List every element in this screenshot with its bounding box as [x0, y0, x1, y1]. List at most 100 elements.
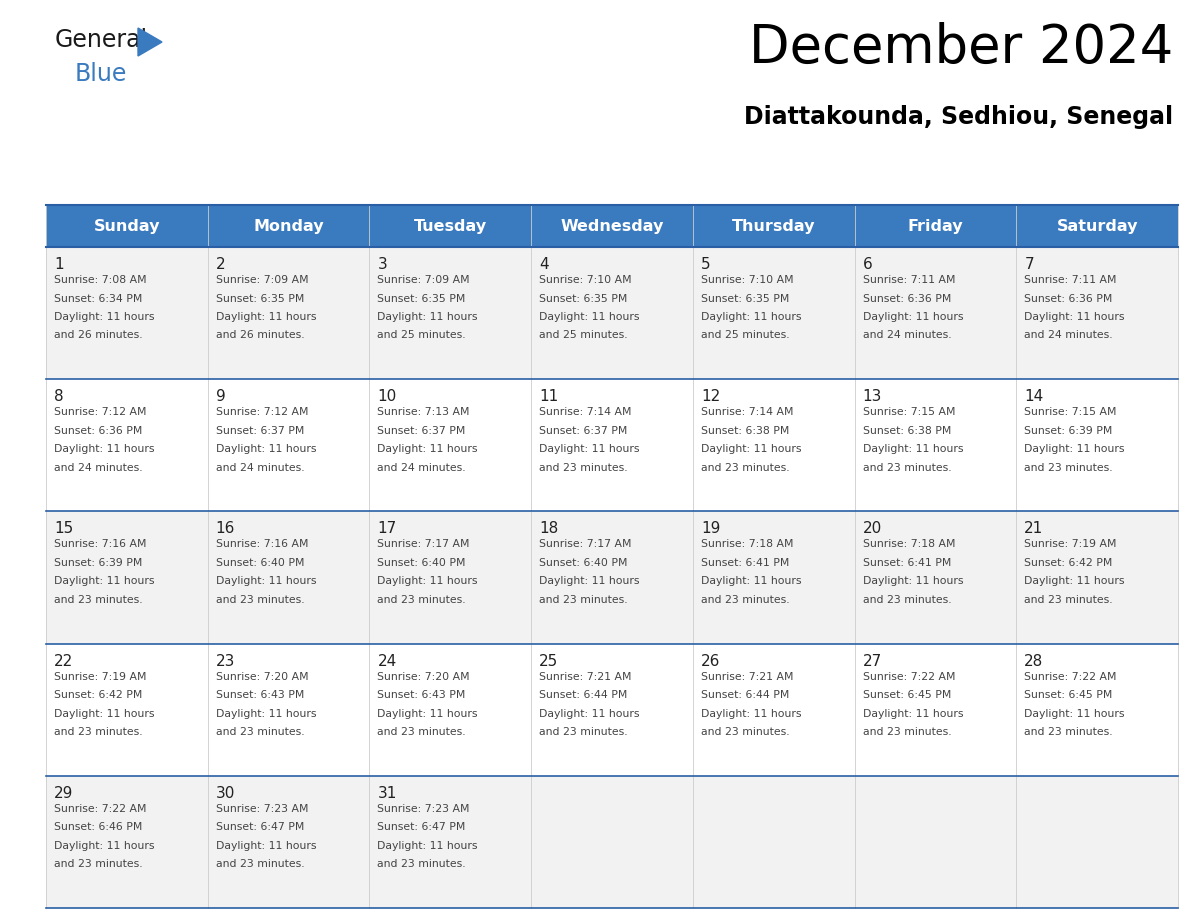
Text: Sunset: 6:42 PM: Sunset: 6:42 PM [53, 690, 143, 700]
Text: Sunrise: 7:09 AM: Sunrise: 7:09 AM [216, 275, 309, 285]
Text: 22: 22 [53, 654, 74, 668]
Text: and 23 minutes.: and 23 minutes. [701, 463, 790, 473]
Text: 4: 4 [539, 257, 549, 272]
Text: and 25 minutes.: and 25 minutes. [701, 330, 790, 341]
Text: Sunset: 6:47 PM: Sunset: 6:47 PM [378, 823, 466, 833]
Text: Sunrise: 7:22 AM: Sunrise: 7:22 AM [862, 672, 955, 681]
Text: Sunset: 6:36 PM: Sunset: 6:36 PM [53, 426, 143, 436]
Text: Sunset: 6:43 PM: Sunset: 6:43 PM [378, 690, 466, 700]
Text: 30: 30 [216, 786, 235, 800]
Text: Sunset: 6:40 PM: Sunset: 6:40 PM [216, 558, 304, 568]
Text: Sunset: 6:35 PM: Sunset: 6:35 PM [216, 294, 304, 304]
Text: Daylight: 11 hours: Daylight: 11 hours [701, 577, 802, 587]
Text: and 23 minutes.: and 23 minutes. [53, 727, 143, 737]
Text: Sunrise: 7:20 AM: Sunrise: 7:20 AM [216, 672, 309, 681]
Text: Daylight: 11 hours: Daylight: 11 hours [701, 444, 802, 454]
Text: Diattakounda, Sedhiou, Senegal: Diattakounda, Sedhiou, Senegal [744, 105, 1173, 129]
Text: and 26 minutes.: and 26 minutes. [53, 330, 143, 341]
Text: Sunset: 6:41 PM: Sunset: 6:41 PM [862, 558, 950, 568]
Text: 21: 21 [1024, 521, 1043, 536]
Text: Sunset: 6:38 PM: Sunset: 6:38 PM [862, 426, 950, 436]
Text: Sunrise: 7:08 AM: Sunrise: 7:08 AM [53, 275, 146, 285]
Text: Sunset: 6:40 PM: Sunset: 6:40 PM [539, 558, 627, 568]
Text: Sunrise: 7:21 AM: Sunrise: 7:21 AM [701, 672, 794, 681]
Text: Daylight: 11 hours: Daylight: 11 hours [378, 312, 478, 322]
Text: Daylight: 11 hours: Daylight: 11 hours [862, 577, 963, 587]
Text: Sunset: 6:37 PM: Sunset: 6:37 PM [378, 426, 466, 436]
Text: and 24 minutes.: and 24 minutes. [1024, 330, 1113, 341]
Text: Sunrise: 7:14 AM: Sunrise: 7:14 AM [539, 408, 632, 417]
Text: 19: 19 [701, 521, 720, 536]
Text: 10: 10 [378, 389, 397, 404]
Text: Sunrise: 7:21 AM: Sunrise: 7:21 AM [539, 672, 632, 681]
Text: 28: 28 [1024, 654, 1043, 668]
Text: Sunset: 6:34 PM: Sunset: 6:34 PM [53, 294, 143, 304]
Text: and 23 minutes.: and 23 minutes. [216, 859, 304, 869]
Text: Sunset: 6:35 PM: Sunset: 6:35 PM [701, 294, 789, 304]
Text: Daylight: 11 hours: Daylight: 11 hours [378, 577, 478, 587]
Text: Sunset: 6:46 PM: Sunset: 6:46 PM [53, 823, 143, 833]
Text: Sunday: Sunday [94, 218, 160, 233]
Text: Sunrise: 7:23 AM: Sunrise: 7:23 AM [216, 804, 308, 813]
Text: Sunrise: 7:10 AM: Sunrise: 7:10 AM [701, 275, 794, 285]
Text: Daylight: 11 hours: Daylight: 11 hours [378, 841, 478, 851]
Text: Daylight: 11 hours: Daylight: 11 hours [216, 577, 316, 587]
Text: 6: 6 [862, 257, 872, 272]
Text: Monday: Monday [253, 218, 324, 233]
Text: 25: 25 [539, 654, 558, 668]
Text: Sunrise: 7:15 AM: Sunrise: 7:15 AM [1024, 408, 1117, 417]
Text: Daylight: 11 hours: Daylight: 11 hours [862, 444, 963, 454]
Text: and 23 minutes.: and 23 minutes. [701, 727, 790, 737]
Text: Daylight: 11 hours: Daylight: 11 hours [216, 709, 316, 719]
Text: Sunset: 6:45 PM: Sunset: 6:45 PM [862, 690, 950, 700]
Polygon shape [138, 28, 162, 56]
Text: Daylight: 11 hours: Daylight: 11 hours [216, 312, 316, 322]
Text: and 25 minutes.: and 25 minutes. [378, 330, 466, 341]
Text: 14: 14 [1024, 389, 1043, 404]
Text: Thursday: Thursday [732, 218, 815, 233]
Bar [46, 379, 1178, 511]
Text: and 23 minutes.: and 23 minutes. [378, 859, 466, 869]
Text: 13: 13 [862, 389, 881, 404]
Text: and 23 minutes.: and 23 minutes. [216, 595, 304, 605]
Text: Sunset: 6:37 PM: Sunset: 6:37 PM [216, 426, 304, 436]
Text: Sunset: 6:44 PM: Sunset: 6:44 PM [539, 690, 627, 700]
Text: 8: 8 [53, 389, 64, 404]
Text: Tuesday: Tuesday [413, 218, 487, 233]
Text: and 24 minutes.: and 24 minutes. [216, 463, 304, 473]
Text: Daylight: 11 hours: Daylight: 11 hours [539, 709, 639, 719]
Text: and 23 minutes.: and 23 minutes. [53, 859, 143, 869]
Text: and 23 minutes.: and 23 minutes. [1024, 595, 1113, 605]
Text: 24: 24 [378, 654, 397, 668]
Text: Daylight: 11 hours: Daylight: 11 hours [53, 312, 154, 322]
Text: and 23 minutes.: and 23 minutes. [1024, 727, 1113, 737]
Text: Daylight: 11 hours: Daylight: 11 hours [862, 709, 963, 719]
Text: 23: 23 [216, 654, 235, 668]
Text: Daylight: 11 hours: Daylight: 11 hours [378, 709, 478, 719]
Text: Wednesday: Wednesday [561, 218, 664, 233]
Text: 31: 31 [378, 786, 397, 800]
Bar [46, 247, 1178, 379]
Text: Daylight: 11 hours: Daylight: 11 hours [701, 312, 802, 322]
Text: and 23 minutes.: and 23 minutes. [53, 595, 143, 605]
Text: Daylight: 11 hours: Daylight: 11 hours [1024, 312, 1125, 322]
Text: Daylight: 11 hours: Daylight: 11 hours [701, 709, 802, 719]
Text: Daylight: 11 hours: Daylight: 11 hours [53, 444, 154, 454]
Text: and 23 minutes.: and 23 minutes. [539, 595, 627, 605]
Text: Daylight: 11 hours: Daylight: 11 hours [1024, 577, 1125, 587]
Text: Sunset: 6:36 PM: Sunset: 6:36 PM [862, 294, 950, 304]
Text: Sunset: 6:40 PM: Sunset: 6:40 PM [378, 558, 466, 568]
Text: 15: 15 [53, 521, 74, 536]
Text: Sunset: 6:42 PM: Sunset: 6:42 PM [1024, 558, 1113, 568]
Text: and 26 minutes.: and 26 minutes. [216, 330, 304, 341]
Bar [46, 776, 1178, 908]
Bar [46, 205, 1178, 247]
Text: 11: 11 [539, 389, 558, 404]
Text: Sunset: 6:47 PM: Sunset: 6:47 PM [216, 823, 304, 833]
Text: Daylight: 11 hours: Daylight: 11 hours [1024, 444, 1125, 454]
Text: Sunrise: 7:16 AM: Sunrise: 7:16 AM [216, 540, 308, 549]
Text: Daylight: 11 hours: Daylight: 11 hours [216, 841, 316, 851]
Text: and 23 minutes.: and 23 minutes. [862, 727, 952, 737]
Text: Sunrise: 7:18 AM: Sunrise: 7:18 AM [701, 540, 794, 549]
Text: Sunset: 6:35 PM: Sunset: 6:35 PM [378, 294, 466, 304]
